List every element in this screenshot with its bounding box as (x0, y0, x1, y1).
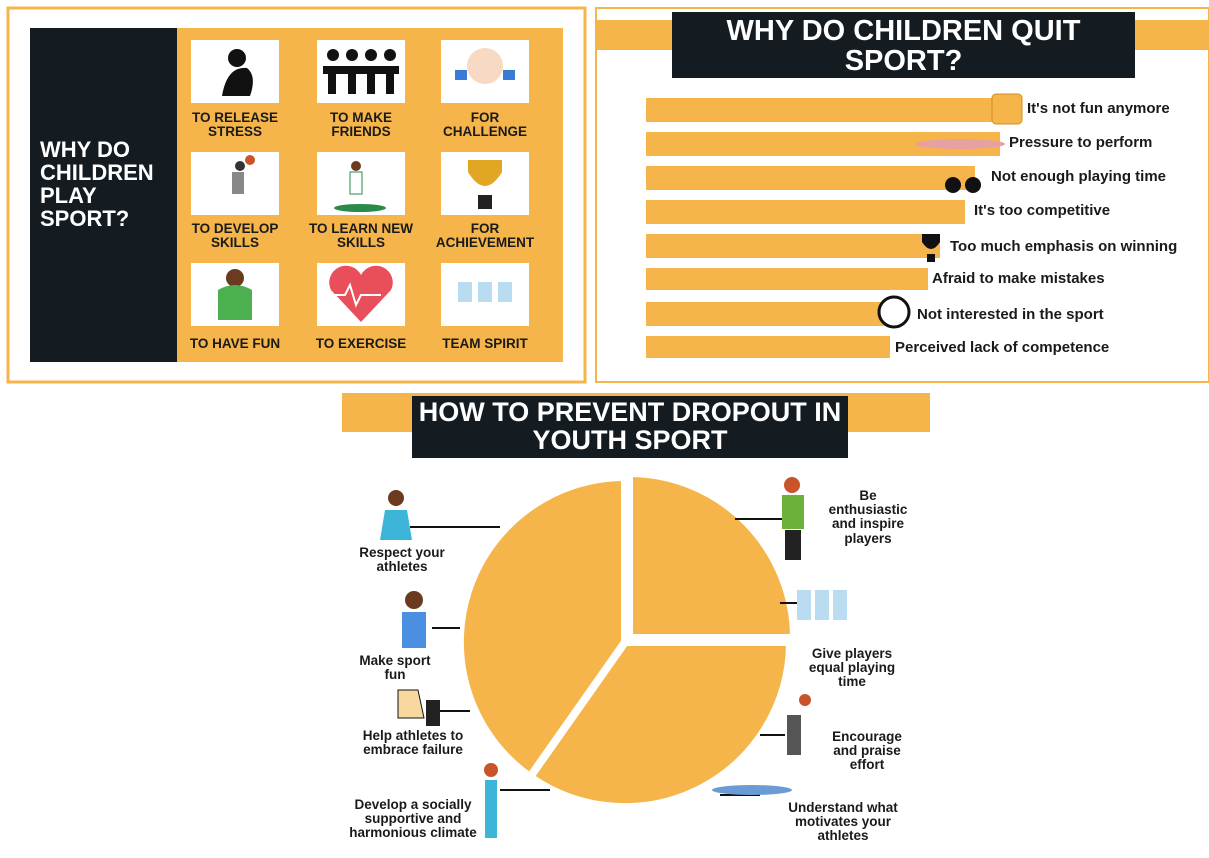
tip: Understand what motivates your athletes (773, 801, 913, 844)
title: WHY DO CHILDREN QUIT SPORT? (680, 16, 1127, 77)
reason: It's not fun anymore (1027, 101, 1170, 117)
reason: Not enough playing time (991, 169, 1166, 185)
tip: Help athletes to embrace failure (348, 729, 478, 757)
reason: It's too competitive (974, 203, 1110, 219)
reason: Not interested in the sport (917, 307, 1104, 323)
item-label: TO LEARN NEW SKILLS (301, 222, 421, 250)
item-label: FOR ACHIEVEMENT (425, 222, 545, 250)
item-label: TO MAKE FRIENDS (301, 111, 421, 139)
tip: Respect your athletes (347, 546, 457, 574)
item-label: TO DEVELOP SKILLS (185, 222, 285, 250)
reason: Too much emphasis on winning (950, 239, 1177, 255)
reason: Pressure to perform (1009, 135, 1152, 151)
item-label: TO HAVE FUN (175, 337, 295, 351)
tip: Make sport fun (348, 654, 443, 682)
tip: Encourage and praise effort (820, 730, 915, 773)
item-label: TO RELEASE STRESS (175, 111, 295, 139)
page: WHY DO CHILDREN PLAY SPORT? TO RELEASE S… (0, 0, 1209, 858)
item-label: FOR CHALLENGE (440, 111, 530, 139)
tip: Develop a socially supportive and harmon… (343, 798, 483, 841)
item-label: TEAM SPIRIT (425, 337, 545, 351)
title: HOW TO PREVENT DROPOUT IN YOUTH SPORT (416, 398, 844, 455)
tip: Be enthusiastic and inspire players (821, 489, 916, 546)
reason: Perceived lack of competence (895, 340, 1109, 356)
reason: Afraid to make mistakes (932, 271, 1105, 287)
pie (460, 473, 794, 807)
tip: Give players equal playing time (797, 647, 907, 690)
item-label: TO EXERCISE (301, 337, 421, 351)
title: WHY DO CHILDREN PLAY SPORT? (40, 138, 170, 230)
